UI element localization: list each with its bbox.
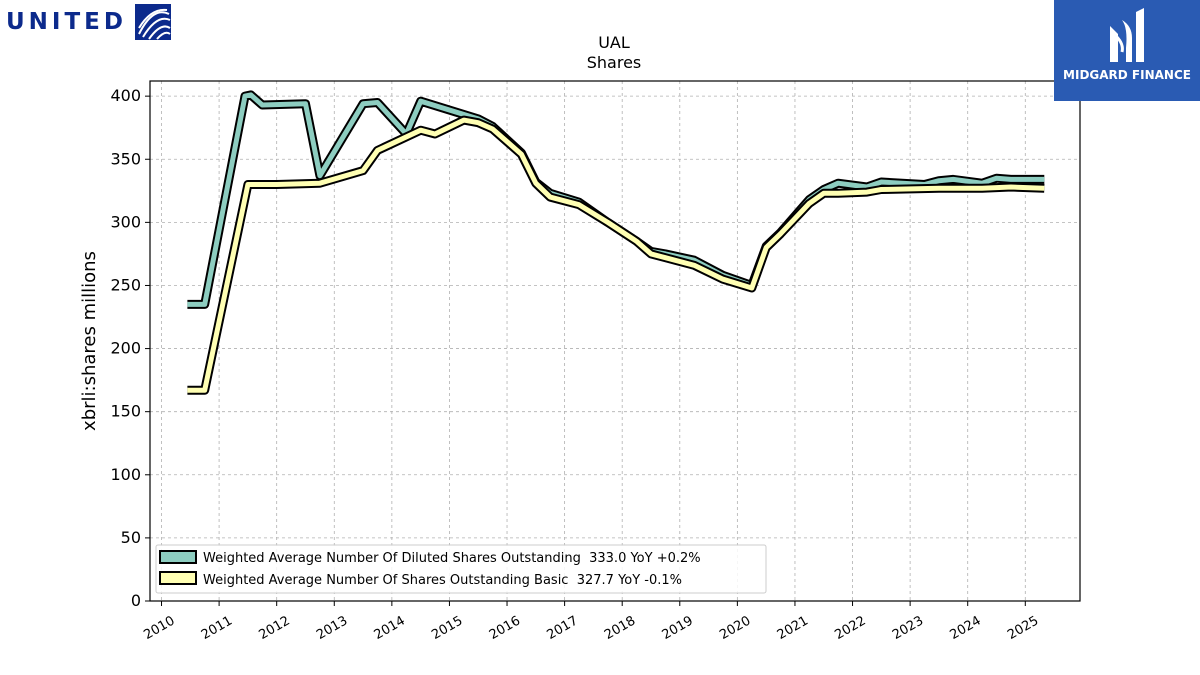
chart-subtitle: Shares: [586, 53, 642, 72]
legend-swatch-basic: [159, 571, 197, 585]
grid-lines: [150, 81, 1080, 602]
legend-box: [155, 544, 767, 594]
united-wordmark: UNITED: [6, 9, 127, 35]
series-lines: [187, 90, 1045, 395]
y-tick-label: 200: [110, 339, 141, 358]
legend-label-basic: Weighted Average Number Of Shares Outsta…: [203, 573, 682, 588]
x-tick-label: 2023: [890, 613, 926, 643]
x-tick-label: 2017: [544, 613, 580, 643]
series-outline-0: [187, 90, 1045, 309]
y-tick-label: 150: [110, 402, 141, 421]
series-line-0: [187, 92, 1045, 307]
x-tick-label: 2019: [660, 613, 696, 643]
y-tick-label: 300: [110, 212, 141, 231]
x-tick-label: 2015: [429, 613, 465, 643]
legend-label-diluted: Weighted Average Number Of Diluted Share…: [203, 551, 701, 566]
series-line-1: [187, 117, 1045, 393]
united-logo: UNITED: [6, 4, 171, 40]
y-tick-label: 0: [131, 591, 141, 610]
midgard-wordmark: MIDGARD FINANCE: [1063, 68, 1191, 82]
x-tick-label: 2011: [199, 613, 235, 643]
x-tick-label: 2016: [487, 613, 523, 643]
x-tick-label: 2025: [1005, 613, 1041, 643]
globe-icon: [134, 4, 171, 40]
x-tick-label: 2022: [832, 613, 868, 643]
y-tick-label: 350: [110, 149, 141, 168]
x-tick-label: 2014: [372, 613, 408, 643]
y-tick-label: 400: [110, 86, 141, 105]
midgard-logo: MIDGARD FINANCE: [1054, 0, 1200, 101]
x-tick-label: 2021: [775, 613, 811, 643]
chart-title: UAL: [598, 33, 630, 52]
y-tick-label: 250: [110, 275, 141, 294]
legend-swatch-diluted: [159, 550, 197, 564]
x-tick-label: 2024: [948, 613, 984, 643]
x-tick-label: 2012: [257, 613, 293, 643]
y-axis-label: xbrli:shares millions: [79, 251, 100, 431]
y-tick-label: 50: [121, 528, 141, 547]
x-tick-label: 2018: [602, 613, 638, 643]
legend: Weighted Average Number Of Diluted Share…: [155, 544, 767, 594]
plot-frame: [149, 80, 1081, 602]
x-tick-label: 2010: [141, 613, 177, 643]
midgard-mark-icon: [1110, 8, 1144, 62]
y-tick-label: 100: [110, 465, 141, 484]
x-tick-label: 2013: [314, 613, 350, 643]
x-tick-label: 2020: [717, 613, 753, 643]
